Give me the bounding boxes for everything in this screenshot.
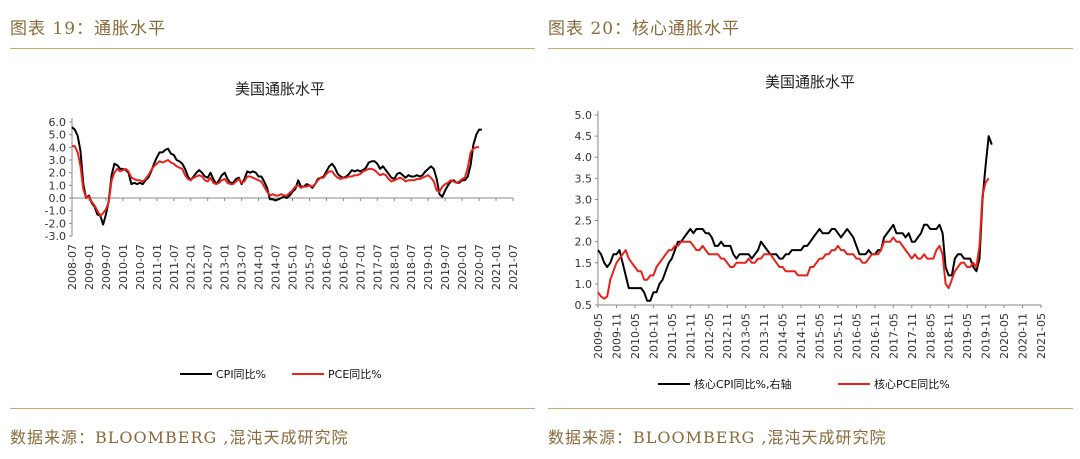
x-tick-label: 2016-01 <box>320 244 333 290</box>
x-tick-label: 2017-11 <box>906 313 919 359</box>
x-tick-label: 2011-11 <box>684 313 697 359</box>
legend-label: 核心CPI同比%,右轴 <box>694 377 792 391</box>
x-tick-label: 2011-01 <box>151 244 164 290</box>
x-tick-label: 2012-11 <box>721 313 734 359</box>
x-tick-label: 2017-05 <box>887 313 900 359</box>
x-tick-label: 2009-07 <box>100 244 113 290</box>
core-inflation-chart: 美国通胀水平5.04.54.03.53.02.52.01.51.00.52009… <box>575 73 1049 391</box>
x-tick-label: 2009-01 <box>83 244 96 290</box>
x-tick-label: 2013-01 <box>219 244 232 290</box>
y-tick-label: 5.0 <box>49 129 67 142</box>
y-tick-label: 1.5 <box>575 257 593 270</box>
x-tick-label: 2015-05 <box>814 313 827 359</box>
x-tick-label: 2013-07 <box>236 244 249 290</box>
x-tick-label: 2015-11 <box>832 313 845 359</box>
x-tick-label: 2018-05 <box>924 313 937 359</box>
x-tick-label: 2020-05 <box>998 313 1011 359</box>
x-tick-label: 2020-07 <box>473 244 486 290</box>
y-tick-label: 4.5 <box>575 130 593 143</box>
x-tick-label: 2008-07 <box>66 244 79 290</box>
x-tick-label: 2010-01 <box>117 244 130 290</box>
y-tick-label: -2.0 <box>45 217 66 230</box>
legend-label: 核心PCE同比% <box>874 377 950 391</box>
y-tick-label: 1.0 <box>575 278 593 291</box>
x-tick-label: 2010-05 <box>629 313 642 359</box>
y-tick-label: 5.0 <box>575 109 593 122</box>
x-tick-label: 2019-11 <box>980 313 993 359</box>
x-tick-label: 2009-11 <box>610 313 623 359</box>
x-tick-label: 2019-05 <box>961 313 974 359</box>
y-tick-label: 3.0 <box>49 154 67 167</box>
panel-core-inflation: 图表 20：核心通胀水平 美国通胀水平 5.0 4.5 4.0 3.5 3.0 2.5 2.0… <box>548 0 1073 459</box>
figure-title: 图表 20：核心通胀水平 <box>548 19 741 39</box>
x-tick-label: 2012-07 <box>202 244 215 290</box>
x-tick-label: 2015-01 <box>287 244 300 290</box>
bottom-divider <box>548 408 1073 409</box>
x-tick-label: 2021-05 <box>1035 313 1048 359</box>
x-tick-label: 2010-07 <box>134 244 147 290</box>
x-tick-label: 2018-11 <box>943 313 956 359</box>
x-tick-label: 2016-05 <box>850 313 863 359</box>
x-tick-label: 2019-01 <box>422 244 435 290</box>
y-tick-label: 2.0 <box>575 236 593 249</box>
x-tick-label: 2017-01 <box>354 244 367 290</box>
y-tick-label: -3.0 <box>45 230 66 243</box>
x-tick-label: 2018-01 <box>388 244 401 290</box>
y-tick-label: 4.0 <box>49 141 67 154</box>
x-tick-label: 2018-07 <box>405 244 418 290</box>
x-tick-label: 2014-01 <box>253 244 266 290</box>
y-tick-label: 4.0 <box>575 151 593 164</box>
x-tick-label: 2013-05 <box>740 313 753 359</box>
top-divider <box>548 48 1073 49</box>
figure-title: 图表 19：通胀水平 <box>10 19 167 39</box>
x-tick-label: 2017-07 <box>371 244 384 290</box>
y-tick-label: 0.5 <box>575 299 593 312</box>
inflation-chart: 美国通胀水平6.05.04.03.02.01.00.0-1.0-2.0-3.02… <box>45 80 520 381</box>
series-line-1 <box>72 145 480 217</box>
series-line-0 <box>71 126 482 226</box>
x-tick-label: 2013-11 <box>758 313 771 359</box>
x-tick-label: 2016-11 <box>869 313 882 359</box>
legend-label: CPI同比% <box>216 368 266 381</box>
bottom-divider <box>10 408 535 409</box>
x-tick-label: 2012-01 <box>185 244 198 290</box>
y-tick-label: 6.0 <box>49 116 67 129</box>
panel-inflation: 图表 19：通胀水平 美国通胀水平 6.0 5.0 4.0 3.0 2.0 1.0 0.0 -1… <box>10 0 535 459</box>
y-tick-label: -1.0 <box>45 205 66 218</box>
y-tick-label: 3.5 <box>575 172 593 185</box>
legend-label: PCE同比% <box>328 368 382 381</box>
y-tick-label: 2.0 <box>49 167 67 180</box>
top-divider <box>10 48 535 49</box>
y-tick-label: 3.0 <box>575 193 593 206</box>
x-tick-label: 2021-01 <box>490 244 503 290</box>
y-tick-label: 0.0 <box>49 192 67 205</box>
y-tick-label: 2.5 <box>575 215 593 228</box>
x-tick-label: 2011-07 <box>168 244 181 290</box>
x-tick-label: 2014-07 <box>270 244 283 290</box>
x-tick-label: 2021-07 <box>507 244 520 290</box>
x-tick-label: 2020-01 <box>456 244 469 290</box>
x-tick-label: 2012-05 <box>703 313 716 359</box>
chart-title: 美国通胀水平 <box>235 80 325 98</box>
source-note: 数据来源：BLOOMBERG ,混沌天成研究院 <box>548 428 887 447</box>
x-tick-label: 2011-05 <box>666 313 679 359</box>
x-tick-label: 2019-07 <box>439 244 452 290</box>
x-tick-label: 2010-11 <box>647 313 660 359</box>
x-tick-label: 2020-11 <box>1017 313 1030 359</box>
y-tick-label: 1.0 <box>49 179 67 192</box>
series-line-1 <box>597 177 990 300</box>
x-tick-label: 2009-05 <box>592 313 605 359</box>
x-tick-label: 2014-11 <box>795 313 808 359</box>
x-tick-label: 2015-07 <box>303 244 316 290</box>
chart-title: 美国通胀水平 <box>765 73 855 91</box>
x-tick-label: 2016-07 <box>337 244 350 290</box>
x-tick-label: 2014-05 <box>777 313 790 359</box>
series-line-0 <box>597 135 993 302</box>
source-note: 数据来源：BLOOMBERG ,混沌天成研究院 <box>10 428 349 447</box>
